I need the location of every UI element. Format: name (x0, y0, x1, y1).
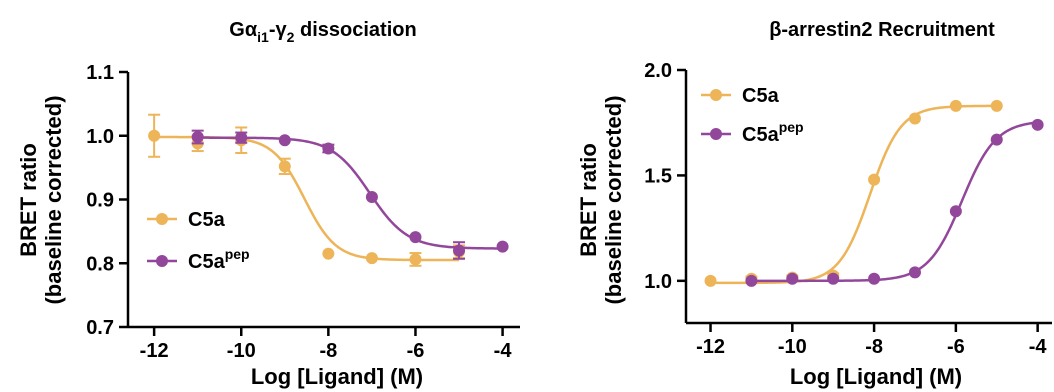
x-tick-label: -12 (696, 336, 725, 358)
legend-label: C5a (188, 209, 226, 231)
data-point (496, 240, 509, 253)
x-tick-label: -8 (865, 336, 883, 358)
y-tick-label: 0.8 (86, 253, 114, 275)
panel-1-ylabel-line1: BRET ratio (16, 143, 41, 257)
legend-label: C5apep (742, 119, 804, 146)
data-point (745, 274, 758, 287)
x-tick-label: -6 (947, 336, 965, 358)
x-tick-label: -10 (778, 336, 807, 358)
y-tick-label: 2.0 (644, 60, 672, 82)
data-point (191, 131, 204, 144)
data-point (322, 247, 335, 260)
data-point (235, 131, 248, 144)
panel-1-ylabel-line2: (baseline corrected) (41, 95, 66, 304)
x-tick-label: -12 (140, 340, 169, 362)
data-point (827, 272, 840, 285)
panel-g-protein-dissociation: Gαi1-γ2 dissociation BRET ratio (baselin… (16, 19, 520, 389)
data-point (409, 253, 422, 266)
y-tick-label: 1.0 (644, 271, 672, 293)
legend-entry: C5a (701, 85, 780, 107)
panel-1-axes: 0.7 0.8 0.9 1.0 1.1 -12 -10 -8 -6 -4 (86, 62, 520, 362)
data-point (908, 112, 921, 125)
fit-curve (751, 121, 1038, 283)
legend-label: C5apep (188, 246, 250, 273)
data-point (949, 205, 962, 218)
y-tick-label: 0.9 (86, 190, 114, 212)
legend-marker (156, 255, 168, 267)
y-tick-label: 1.1 (86, 62, 114, 84)
x-tick-label: -4 (494, 340, 513, 362)
series-c5a-pep (191, 129, 509, 260)
data-point (322, 142, 335, 155)
legend-marker (710, 128, 722, 140)
x-tick-label: -4 (1029, 336, 1048, 358)
data-point (148, 129, 161, 142)
data-point (786, 272, 799, 285)
x-tick-label: -8 (319, 340, 337, 362)
panel-2-title: β-arrestin2 Recruitment (769, 19, 995, 41)
x-tick-label: -10 (227, 340, 256, 362)
panel-2-axes: 1.0 1.5 2.0 -12 -10 -8 -6 -4 (644, 60, 1052, 358)
data-point (409, 231, 422, 244)
legend-marker (710, 89, 722, 101)
fit-curve (710, 104, 997, 285)
legend-label: C5a (742, 85, 780, 107)
data-point (453, 244, 466, 257)
panel-2-ylabel-line1: BRET ratio (576, 143, 601, 257)
panel-1-title: Gαi1-γ2 dissociation (229, 19, 416, 45)
data-point (868, 272, 881, 285)
data-point (365, 252, 378, 265)
x-tick-label: -6 (407, 340, 425, 362)
series-c5a-pep (745, 118, 1044, 287)
data-point (908, 266, 921, 279)
panel-2-ylabel-line2: (baseline corrected) (601, 95, 626, 304)
panel-2-legend: C5a C5apep (701, 85, 804, 146)
y-tick-label: 1.5 (644, 165, 672, 187)
y-tick-label: 1.0 (86, 126, 114, 148)
data-point (278, 134, 291, 147)
panel-arrestin-recruitment: β-arrestin2 Recruitment BRET ratio (base… (576, 19, 1052, 389)
data-point (990, 133, 1003, 146)
legend-entry: C5apep (701, 119, 804, 146)
panel-1-plot-area (148, 113, 509, 267)
panel-1-legend: C5a C5apep (147, 209, 250, 273)
legend-entry: C5apep (147, 246, 250, 273)
fit-curve (197, 136, 503, 250)
panel-1-xlabel: Log [Ligand] (M) (251, 364, 423, 389)
legend-entry: C5a (147, 209, 226, 231)
legend-marker (156, 213, 168, 225)
data-point (365, 190, 378, 203)
data-point (949, 99, 962, 112)
data-point (1031, 118, 1044, 131)
data-point (868, 173, 881, 186)
data-point (278, 160, 291, 173)
data-point (990, 99, 1003, 112)
y-tick-label: 0.7 (86, 317, 114, 339)
panel-2-plot-area (704, 99, 1044, 287)
panel-2-xlabel: Log [Ligand] (M) (790, 364, 962, 389)
data-point (704, 274, 717, 287)
